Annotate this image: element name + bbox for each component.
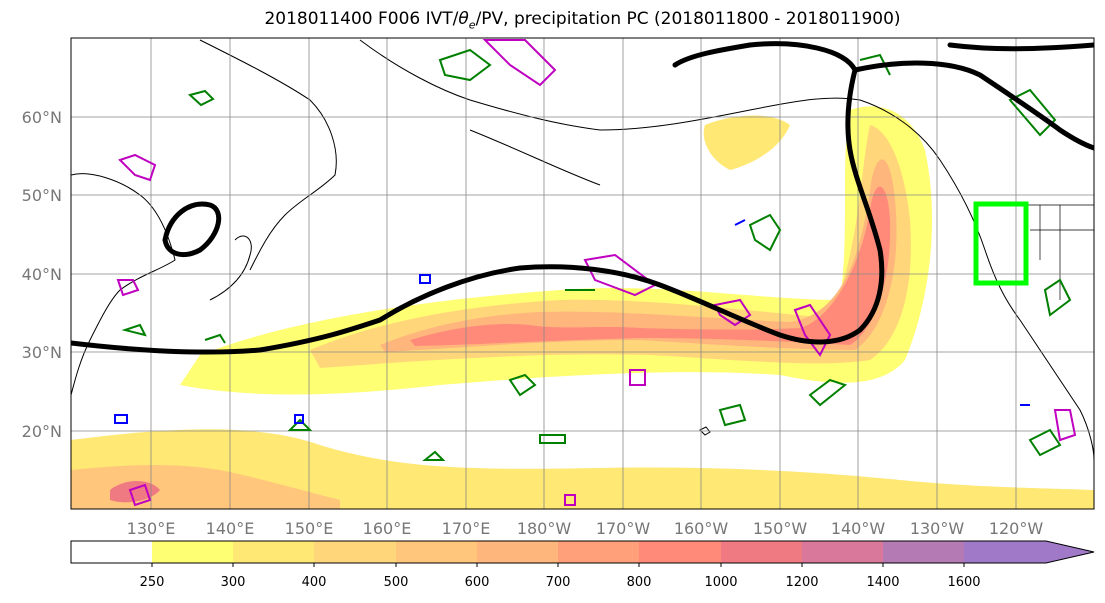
colorbar-label-800: 800 <box>627 575 652 590</box>
colorbar-swatch-1000 <box>721 541 802 563</box>
map-frame <box>70 37 1095 510</box>
colorbar-swatch-300 <box>233 541 314 563</box>
colorbar-swatch-1600 <box>964 541 1046 563</box>
pv-magenta-5 <box>793 303 832 357</box>
lon-label-130w: 130°W <box>910 519 965 538</box>
us-state-lines <box>1030 205 1094 300</box>
colorbar-label-250: 250 <box>140 575 165 590</box>
hawaii <box>699 426 711 436</box>
colorbar-swatch-1200 <box>802 541 883 563</box>
map-area <box>71 38 1094 509</box>
lat-label-40: 40°N <box>22 265 62 284</box>
lon-label-170e: 170°E <box>442 519 491 538</box>
pv-green-5 <box>808 378 848 407</box>
lon-label-170w: 170°W <box>596 519 651 538</box>
pv-green-12 <box>204 333 226 344</box>
pv-magenta-1 <box>118 153 157 182</box>
colorbar-label-1000: 1000 <box>704 575 737 590</box>
lon-label-130e: 130°E <box>127 519 176 538</box>
ivt-tropical-band <box>71 429 1094 509</box>
pv-green-1 <box>187 89 215 107</box>
colorbar-label-300: 300 <box>221 575 246 590</box>
colorbar-label-400: 400 <box>302 575 327 590</box>
japan-coast <box>209 235 252 301</box>
map-title: 2018011400 F006 IVT/θe/PV, precipitation… <box>264 9 901 32</box>
colorbar-swatch-400 <box>314 541 396 563</box>
colorbar-swatch-500 <box>396 541 477 563</box>
pv-contours-blue <box>114 219 1030 424</box>
lat-label-60: 60°N <box>22 108 62 127</box>
pv-blue-2 <box>734 219 746 226</box>
ivt-gulf-alaska <box>703 115 790 170</box>
colorbar-swatch-1400 <box>883 541 964 563</box>
na-west-coast <box>859 99 1094 461</box>
latitude-labels: 20°N 30°N 40°N 50°N 60°N <box>22 108 62 441</box>
longitude-labels: 130°E 140°E 150°E 160°E 170°E 180°W 170°… <box>127 519 1044 538</box>
colorbar-label-500: 500 <box>384 575 409 590</box>
colorbar: 250 300 400 500 600 700 800 1000 1200 14… <box>70 540 1095 590</box>
pv-magenta-6 <box>629 369 646 386</box>
colorbar-extend-max-arrow <box>1046 541 1094 563</box>
pv-green-15 <box>121 323 147 337</box>
alaska-coast <box>359 39 861 131</box>
colorbar-label-1200: 1200 <box>785 575 818 590</box>
lon-label-150w: 150°W <box>753 519 808 538</box>
theta-e-north-top <box>947 42 1094 52</box>
pv-green-6 <box>718 403 747 427</box>
lat-label-50: 50°N <box>22 186 62 205</box>
pv-green-10 <box>539 434 566 444</box>
pv-contours-green <box>121 48 1072 461</box>
lon-label-160w: 160°W <box>674 519 729 538</box>
graticule <box>71 38 1094 509</box>
pv-blue-3 <box>114 414 128 424</box>
theta-e-closed-loop <box>162 201 222 258</box>
pv-green-4 <box>508 373 537 397</box>
colorbar-swatch-800 <box>639 541 721 563</box>
pv-green-7 <box>1028 428 1062 457</box>
pv-green-2 <box>438 48 492 82</box>
kamchatka-coast <box>199 39 337 271</box>
colorbar-swatch-250 <box>152 541 233 563</box>
pv-green-16 <box>859 53 891 76</box>
ivt-band-800 <box>410 186 891 346</box>
lat-label-20: 20°N <box>22 422 62 441</box>
pv-green-13 <box>287 418 313 431</box>
colorbar-tick-labels: 250 300 400 500 600 700 800 1000 1200 14… <box>140 575 981 590</box>
colorbar-ticks <box>151 563 965 567</box>
colorbar-label-1600: 1600 <box>947 575 980 590</box>
theta-e-northeast-contour <box>852 60 1094 151</box>
lon-label-140w: 140°W <box>831 519 886 538</box>
pv-magenta-10 <box>564 494 576 506</box>
theta-e-contours <box>71 41 1094 355</box>
lon-label-120w: 120°W <box>989 519 1044 538</box>
pv-green-14 <box>422 450 446 461</box>
pv-green-8 <box>1043 278 1072 317</box>
colorbar-outline <box>70 540 1095 564</box>
colorbar-swatch-below-250 <box>71 541 152 563</box>
colorbar-label-600: 600 <box>465 575 490 590</box>
lon-label-180w: 180°W <box>517 519 572 538</box>
ivt-tropical-core <box>110 481 160 503</box>
pv-green-9 <box>1008 88 1057 137</box>
lon-label-150e: 150°E <box>285 519 334 538</box>
pv-magenta-9 <box>128 483 152 507</box>
pv-blue-4 <box>294 414 304 424</box>
target-region-box <box>973 201 1029 286</box>
colorbar-label-1400: 1400 <box>866 575 899 590</box>
pv-magenta-2 <box>482 39 557 87</box>
pv-magenta-8 <box>116 279 140 297</box>
colorbar-swatch-600 <box>477 541 558 563</box>
colorbar-swatch-700 <box>558 541 639 563</box>
lon-label-160e: 160°E <box>363 519 412 538</box>
pv-blue-1 <box>419 274 431 284</box>
colorbar-label-700: 700 <box>546 575 571 590</box>
pv-magenta-7 <box>1053 409 1077 442</box>
pv-magenta-3 <box>583 253 657 297</box>
lon-label-140e: 140°E <box>206 519 255 538</box>
colorbar-swatches <box>71 541 1094 563</box>
aleutians <box>469 129 601 186</box>
pv-green-3 <box>748 213 782 252</box>
lat-label-30: 30°N <box>22 343 62 362</box>
